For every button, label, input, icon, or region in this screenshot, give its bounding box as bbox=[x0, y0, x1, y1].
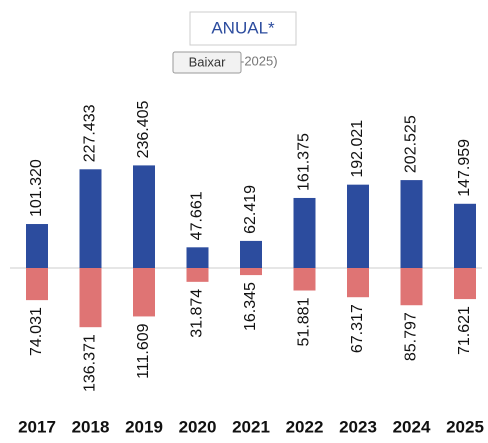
bar bbox=[347, 268, 369, 298]
x-tick-label: 2022 bbox=[286, 417, 324, 436]
bar bbox=[26, 268, 48, 301]
tooltip: Baixar bbox=[189, 54, 227, 69]
data-label: 161.375 bbox=[296, 133, 313, 191]
data-label: 47.661 bbox=[189, 191, 206, 240]
bar bbox=[240, 240, 262, 268]
data-label: 85.797 bbox=[403, 312, 420, 361]
bar bbox=[293, 268, 316, 291]
data-label: 62.419 bbox=[242, 185, 259, 234]
bar bbox=[454, 203, 476, 268]
bar bbox=[133, 165, 155, 268]
bar bbox=[293, 197, 316, 268]
bar bbox=[79, 169, 102, 268]
x-tick-label: 2021 bbox=[232, 417, 270, 436]
bar bbox=[186, 268, 209, 282]
data-label: 111.609 bbox=[135, 323, 152, 379]
data-label: 147.959 bbox=[456, 139, 473, 197]
bar bbox=[186, 247, 209, 268]
title-box bbox=[189, 11, 297, 46]
x-tick-label: 2024 bbox=[393, 417, 431, 436]
data-label: 236.405 bbox=[135, 100, 152, 158]
data-label: 227.433 bbox=[82, 104, 99, 162]
bar bbox=[454, 268, 476, 300]
data-label: 74.031 bbox=[28, 307, 45, 356]
chart-subtitle: -2025) bbox=[240, 53, 278, 68]
chart-title: ANUAL* bbox=[211, 18, 275, 37]
bar bbox=[79, 268, 102, 328]
data-label: 16.345 bbox=[242, 282, 259, 331]
data-label: 31.874 bbox=[189, 289, 206, 338]
bar bbox=[400, 180, 423, 268]
bar bbox=[133, 268, 155, 317]
data-label: 71.621 bbox=[456, 306, 473, 355]
data-label: 202.525 bbox=[403, 115, 420, 173]
bar bbox=[400, 268, 423, 306]
x-tick-label: 2020 bbox=[179, 417, 217, 436]
x-tick-label: 2025 bbox=[446, 417, 484, 436]
data-label: 192.021 bbox=[349, 120, 366, 178]
data-label: 51.881 bbox=[296, 297, 313, 346]
data-label: 67.317 bbox=[349, 304, 366, 353]
x-tick-label: 2017 bbox=[18, 417, 56, 436]
bar bbox=[347, 184, 369, 268]
x-tick-label: 2023 bbox=[339, 417, 377, 436]
data-label: 136.371 bbox=[82, 334, 99, 392]
tooltip-box bbox=[172, 51, 242, 74]
x-tick-label: 2019 bbox=[125, 417, 163, 436]
x-tick-label: 2018 bbox=[72, 417, 110, 436]
bar bbox=[240, 268, 262, 276]
data-label: 101.320 bbox=[28, 159, 45, 217]
bar bbox=[26, 224, 48, 268]
